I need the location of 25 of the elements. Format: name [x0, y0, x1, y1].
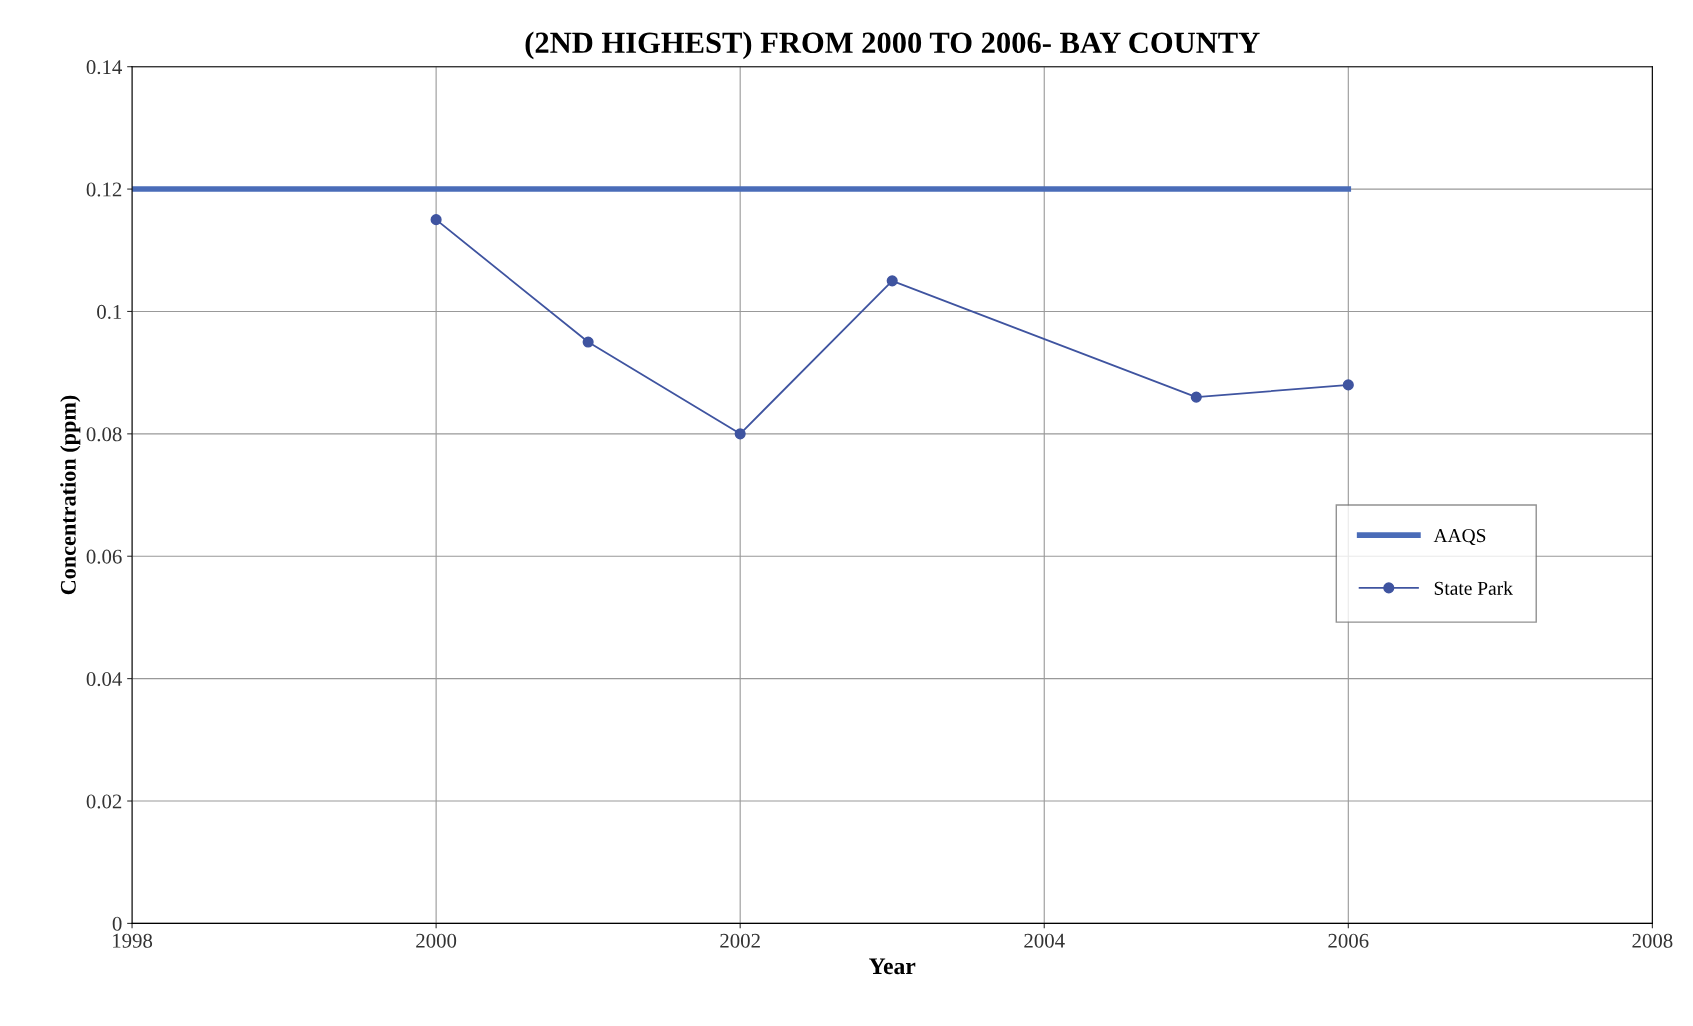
point — [582, 336, 594, 348]
y-tick-label: 0.02 — [86, 794, 122, 809]
y-tick-label: 0 — [112, 916, 122, 931]
x-tick-label: 2000 — [416, 933, 457, 948]
y-tick-label: 0.14 — [86, 60, 123, 75]
point — [1190, 391, 1202, 403]
point — [886, 275, 898, 287]
x-axis-title: Year — [869, 958, 916, 975]
x-tick-label: 2004 — [1024, 933, 1065, 948]
legend-label: State Park — [1434, 581, 1513, 595]
chart-title: (2ND HIGHEST) FROM 2000 TO 2006- BAY COUNTY — [525, 31, 1260, 60]
y-tick-label: 0.04 — [86, 672, 123, 687]
y-tick-label: 0.06 — [86, 549, 122, 564]
x-tick-label: 2006 — [1328, 933, 1369, 948]
point — [1342, 379, 1354, 391]
y-tick-label: 0.1 — [97, 304, 122, 319]
legend-label: AAQS — [1433, 529, 1486, 546]
point — [734, 428, 746, 440]
y-tick-label: 0.12 — [86, 182, 122, 197]
x-tick-label: 2008 — [1632, 933, 1673, 948]
x-tick-label: 1998 — [113, 933, 153, 948]
x-tick-label: 2002 — [720, 933, 760, 948]
y-tick-label: 0.08 — [86, 427, 122, 442]
point — [430, 214, 442, 226]
y-axis-title: Concentration (ppm) — [60, 395, 81, 595]
